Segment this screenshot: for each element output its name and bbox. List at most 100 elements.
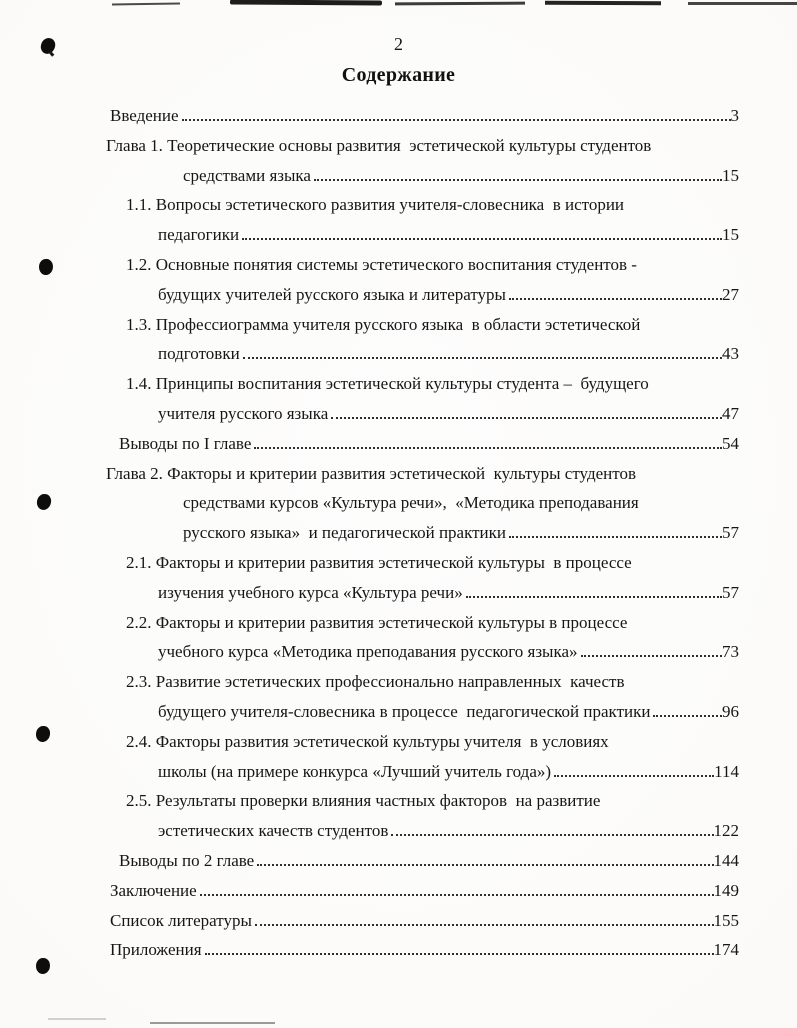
toc-page-number: 155 xyxy=(713,910,740,930)
toc-line-text: будущих учителей русского языка и литера… xyxy=(158,284,506,304)
toc-page-number: 174 xyxy=(713,940,740,960)
toc-page-number: 122 xyxy=(713,821,740,841)
toc-line-text: Глава 2. Факторы и критерии развития эст… xyxy=(106,463,637,483)
toc-line: Глава 2. Факторы и критерии развития эст… xyxy=(106,459,739,489)
toc-line-text: Выводы по I главе xyxy=(119,433,252,453)
dot-leader xyxy=(391,821,714,837)
toc-line: Глава 1. Теоретические основы развития э… xyxy=(106,131,739,161)
dot-leader xyxy=(254,910,714,926)
scan-artifact-top-edge xyxy=(544,0,662,6)
dot-leader xyxy=(331,403,722,419)
toc-line: Выводы по I главе 54 xyxy=(106,429,739,459)
toc-line: 2.5. Результаты проверки влияния частных… xyxy=(106,786,739,816)
toc-line-text: эстетических качеств студентов xyxy=(158,821,389,841)
toc-line: будущего учителя-словесника в процессе п… xyxy=(106,697,739,727)
toc-page-number: 15 xyxy=(722,165,739,185)
dot-leader xyxy=(554,761,715,777)
toc-line-text: 2.2. Факторы и критерии развития эстетич… xyxy=(126,612,628,632)
toc-line-text: 2.3. Развитие эстетических профессиональ… xyxy=(126,672,625,692)
toc-line: 2.4. Факторы развития эстетической культ… xyxy=(106,727,739,757)
toc-line-text: подготовки xyxy=(158,344,240,364)
toc-page-number: 73 xyxy=(722,642,739,662)
toc-line-text: Список литературы xyxy=(110,910,252,930)
toc-page-number: 43 xyxy=(722,344,739,364)
toc-line: Список литературы 155 xyxy=(106,906,739,936)
toc-line: учебного курса «Методика преподавания ру… xyxy=(106,637,739,667)
toc-line: подготовки 43 xyxy=(106,339,739,369)
toc-page-number: 96 xyxy=(722,701,739,721)
toc-line-text: 1.1. Вопросы эстетического развития учит… xyxy=(126,195,625,215)
toc-page-number: 27 xyxy=(722,284,739,304)
toc-line-text: 2.1. Факторы и критерии развития эстетич… xyxy=(126,552,632,572)
toc-line-text: Глава 1. Теоретические основы развития э… xyxy=(106,135,652,155)
dot-leader xyxy=(254,433,722,449)
toc-line-text: Заключение xyxy=(110,880,197,900)
toc-line-text: изучения учебного курса «Культура речи» xyxy=(158,582,463,602)
dot-leader xyxy=(509,523,722,539)
toc-page-number: 47 xyxy=(722,403,739,423)
toc-page-number: 57 xyxy=(722,523,739,543)
scan-artifact-bottom-edge xyxy=(48,1018,106,1020)
toc-line: изучения учебного курса «Культура речи» … xyxy=(106,578,739,608)
toc-line-text: будущего учителя-словесника в процессе п… xyxy=(158,701,651,721)
toc-line: учителя русского языка 47 xyxy=(106,399,739,429)
toc-line: 2.1. Факторы и критерии развития эстетич… xyxy=(106,548,739,578)
hole-punch-mark xyxy=(35,725,51,743)
dot-leader xyxy=(242,344,722,360)
dot-leader xyxy=(257,850,714,866)
toc-line-text: 2.5. Результаты проверки влияния частных… xyxy=(126,791,601,811)
toc-line-text: 1.4. Принципы воспитания эстетической ку… xyxy=(126,374,649,394)
dot-leader xyxy=(242,225,722,241)
toc-line-text: педагогики xyxy=(158,225,240,245)
toc-line-text: Введение xyxy=(110,106,179,125)
dot-leader xyxy=(313,165,722,181)
toc-line-text: русского языка» и педагогической практик… xyxy=(183,523,507,543)
toc-page-number: 3 xyxy=(730,106,740,125)
dot-leader xyxy=(181,105,731,121)
toc-line-text: 1.3. Профессиограмма учителя русского яз… xyxy=(126,314,641,334)
toc-line-text: учителя русского языка xyxy=(158,403,329,423)
toc-line: будущих учителей русского языка и литера… xyxy=(106,280,739,310)
page-title: Содержание xyxy=(341,64,456,86)
toc-page-number: 54 xyxy=(722,433,739,453)
toc-page-number: 114 xyxy=(714,761,739,781)
dot-leader xyxy=(465,582,722,598)
toc-page-number: 149 xyxy=(713,880,740,900)
dot-leader xyxy=(508,284,722,300)
toc-line: русского языка» и педагогической практик… xyxy=(106,518,739,548)
toc-line: Заключение 149 xyxy=(106,876,739,906)
toc-page-number: 57 xyxy=(722,582,739,602)
hole-punch-mark xyxy=(35,957,51,975)
toc-line-text: школы (на примере конкурса «Лучший учите… xyxy=(158,761,552,781)
toc-line: 1.3. Профессиограмма учителя русского яз… xyxy=(106,310,739,340)
page-number: 2 xyxy=(394,34,403,54)
toc-line: средствами языка 15 xyxy=(106,161,739,191)
toc-list: Введение 3 Глава 1. Теоретические основы… xyxy=(106,101,739,965)
toc-line: 2.3. Развитие эстетических профессиональ… xyxy=(106,667,739,697)
toc-line-text: 1.2. Основные понятия системы эстетическ… xyxy=(126,254,637,274)
dot-leader xyxy=(653,701,722,717)
toc-line: 1.1. Вопросы эстетического развития учит… xyxy=(106,190,739,220)
toc-line: Приложения 174 xyxy=(106,935,739,965)
toc-page-number: 15 xyxy=(722,225,739,245)
scan-artifact-top-edge xyxy=(688,2,797,5)
toc-line: 1.4. Принципы воспитания эстетической ку… xyxy=(106,369,739,399)
toc-line: Введение 3 xyxy=(106,101,739,131)
toc-line: педагогики 15 xyxy=(106,220,739,250)
scan-artifact-bottom-edge xyxy=(150,1022,275,1024)
toc-line: школы (на примере конкурса «Лучший учите… xyxy=(106,757,739,787)
toc-line-text: учебного курса «Методика преподавания ру… xyxy=(158,642,578,662)
dot-leader xyxy=(204,940,714,956)
toc-line-text: Выводы по 2 главе xyxy=(119,850,255,870)
hole-punch-mark xyxy=(38,258,54,276)
dot-leader xyxy=(199,880,714,896)
toc-line-text: средствами курсов «Культура речи», «Мето… xyxy=(183,493,639,513)
toc-line-text: Приложения xyxy=(110,940,202,960)
toc-line-text: 2.4. Факторы развития эстетической культ… xyxy=(126,731,609,751)
toc-line: Выводы по 2 главе 144 xyxy=(106,846,739,876)
toc-line: 1.2. Основные понятия системы эстетическ… xyxy=(106,250,739,280)
hole-punch-mark xyxy=(35,493,53,511)
toc-line-text: средствами языка xyxy=(183,165,311,185)
toc-page-number: 144 xyxy=(713,850,740,870)
